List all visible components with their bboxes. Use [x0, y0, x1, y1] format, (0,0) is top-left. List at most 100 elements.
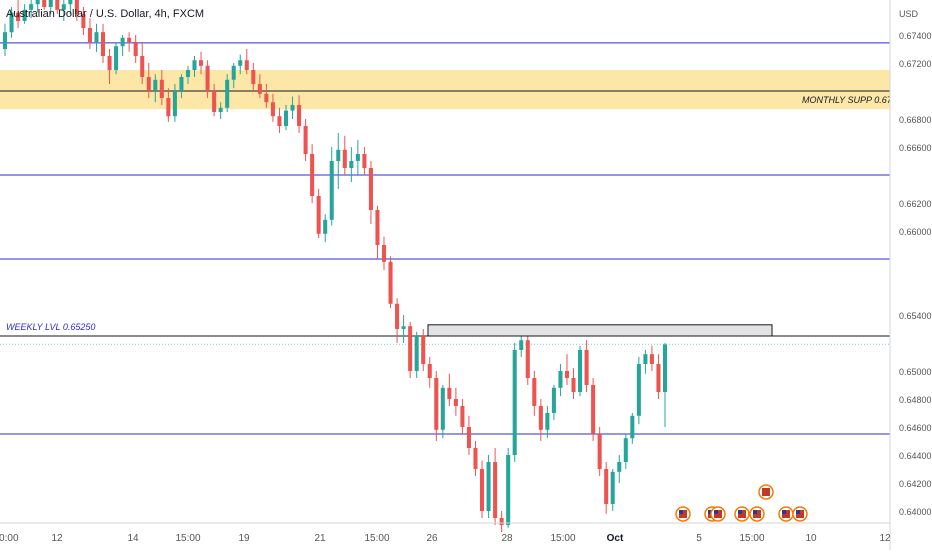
candle-body	[414, 336, 419, 371]
candle-body	[74, 0, 79, 15]
candle	[146, 63, 151, 98]
candle	[42, 0, 47, 10]
candle-body	[159, 79, 164, 98]
price-tick-label: 0.64200	[899, 479, 932, 489]
candle-body	[584, 350, 589, 385]
candle-body	[636, 364, 641, 416]
candle-body	[87, 28, 92, 42]
event-flag-canton	[679, 510, 683, 514]
candle-body	[283, 110, 289, 126]
candle	[368, 161, 373, 224]
candle	[316, 189, 321, 238]
candle	[349, 147, 354, 182]
candle	[342, 135, 347, 175]
candle-body	[22, 9, 27, 21]
candle	[225, 74, 230, 112]
time-tick-label: 15:00	[550, 533, 575, 544]
candle-body	[9, 12, 14, 33]
time-tick-label: 15:00	[364, 533, 389, 544]
event-flag-canton	[796, 510, 800, 514]
candle-body	[656, 364, 661, 392]
candle-body	[100, 32, 106, 56]
candle	[662, 343, 668, 427]
candle-body	[649, 354, 654, 364]
time-tick-label: 10	[805, 533, 817, 544]
candle	[447, 373, 452, 406]
calendar-event-icon[interactable]	[734, 506, 750, 522]
price-tick-label: 0.64800	[899, 395, 932, 405]
candle-body	[538, 406, 543, 430]
candle	[643, 350, 648, 374]
candle	[427, 357, 432, 388]
candle-body	[277, 116, 282, 126]
time-tick-label: 26	[426, 533, 438, 544]
candle-body	[133, 42, 138, 56]
calendar-event-icon[interactable]	[710, 506, 726, 522]
candle	[107, 49, 112, 84]
candle	[381, 236, 387, 271]
candle-body	[172, 91, 177, 117]
candle	[571, 368, 576, 399]
candle	[630, 413, 635, 444]
candle-body	[578, 350, 583, 392]
candle-body	[427, 364, 432, 378]
candle	[166, 88, 171, 122]
candle-body	[381, 245, 387, 262]
candle-body	[551, 387, 556, 413]
candle	[199, 51, 204, 75]
candle-body	[2, 32, 8, 49]
candle-body	[270, 102, 275, 117]
candle	[172, 84, 177, 122]
candle	[649, 345, 654, 371]
candle-body	[225, 79, 230, 108]
candle-body	[199, 60, 204, 66]
candle	[558, 364, 563, 397]
candle-body	[453, 399, 458, 406]
candle-body	[336, 149, 341, 161]
candle-body	[329, 161, 334, 220]
candle-body	[323, 219, 328, 234]
candle-body	[486, 462, 491, 511]
candle	[551, 385, 556, 420]
calendar-event-icon[interactable]	[758, 484, 774, 500]
candle	[460, 399, 465, 434]
monthly-support-annotation: MONTHLY SUPP 0.67000	[802, 95, 907, 105]
calendar-event-icon[interactable]	[778, 506, 794, 522]
candle-body	[310, 154, 315, 196]
candle-body	[316, 196, 321, 234]
candle	[388, 256, 393, 308]
candle-body	[179, 77, 184, 91]
candle-body	[42, 0, 47, 7]
candle	[159, 70, 164, 105]
time-tick-label: Oct	[607, 533, 624, 544]
candle	[185, 65, 190, 84]
candle-body	[257, 84, 262, 94]
candle-body	[61, 4, 66, 10]
candle-body	[68, 0, 73, 5]
calendar-event-icon[interactable]	[675, 506, 691, 522]
candle	[270, 93, 275, 122]
candle	[323, 214, 328, 243]
candle-body	[342, 149, 347, 168]
candle-body	[460, 406, 465, 427]
candle-body	[205, 65, 210, 91]
candle	[297, 95, 302, 133]
calendar-event-icon[interactable]	[749, 506, 765, 522]
candle	[395, 298, 400, 343]
candle	[29, 0, 34, 19]
candle-body	[525, 340, 530, 378]
candle	[578, 345, 583, 397]
calendar-event-icon[interactable]	[792, 506, 808, 522]
candle	[192, 56, 197, 77]
candle	[310, 144, 315, 203]
event-flag-canton	[708, 510, 712, 514]
candle	[16, 0, 21, 28]
time-tick-label: 5	[696, 533, 702, 544]
candle	[61, 0, 66, 21]
candle	[499, 511, 504, 532]
candle-body	[643, 354, 648, 364]
time-tick-label: 15:00	[739, 533, 764, 544]
candle-body	[532, 378, 537, 406]
